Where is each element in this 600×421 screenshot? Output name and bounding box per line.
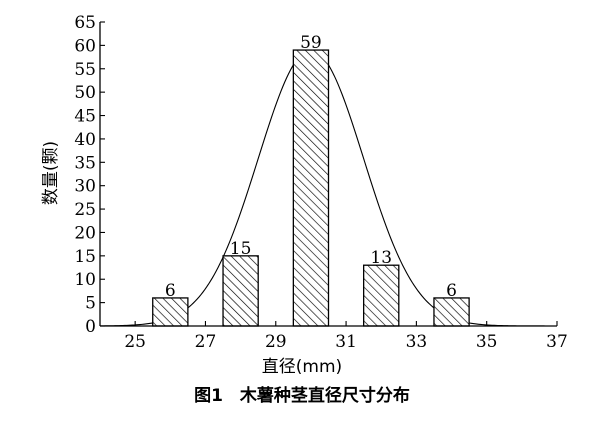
y-tick-label-45: 45 [74,107,96,127]
y-tick-label-65: 65 [74,13,96,33]
y-tick-label-20: 20 [74,223,96,243]
y-tick-label-5: 5 [85,294,96,314]
x-tick-label-35: 35 [476,332,498,352]
bar-34 [433,297,470,327]
x-tick-label-25: 25 [124,332,146,352]
y-tick-label-25: 25 [74,200,96,220]
y-tick-label-50: 50 [74,83,96,103]
x-tick-label-37: 37 [546,332,568,352]
y-tick-label-60: 60 [74,36,96,56]
x-tick-label-33: 33 [406,332,428,352]
y-tick-label-30: 30 [74,177,96,197]
x-axis-label: 直径(mm) [262,357,342,377]
x-tick-label-27: 27 [195,332,217,352]
data-label-28: 15 [230,239,252,259]
x-tick-label-29: 29 [265,332,287,352]
y-tick-label-40: 40 [74,130,96,150]
y-tick-label-15: 15 [74,247,96,267]
data-label-26: 6 [165,281,176,301]
bar-26 [152,297,189,327]
y-tick-label-0: 0 [85,317,96,337]
bar-30 [292,49,330,327]
x-tick-label-31: 31 [335,332,357,352]
data-label-34: 6 [446,281,457,301]
y-tick-label-55: 55 [74,60,96,80]
figure-caption: 图1 木薯种茎直径尺寸分布 [194,385,410,406]
y-axis-label: 数量(颗) [41,141,61,205]
bar-28 [222,255,259,327]
y-tick-label-10: 10 [74,270,96,290]
data-label-30: 59 [300,33,322,53]
y-tick-label-35: 35 [74,153,96,173]
bar-32 [363,264,400,327]
data-label-32: 13 [370,248,392,268]
